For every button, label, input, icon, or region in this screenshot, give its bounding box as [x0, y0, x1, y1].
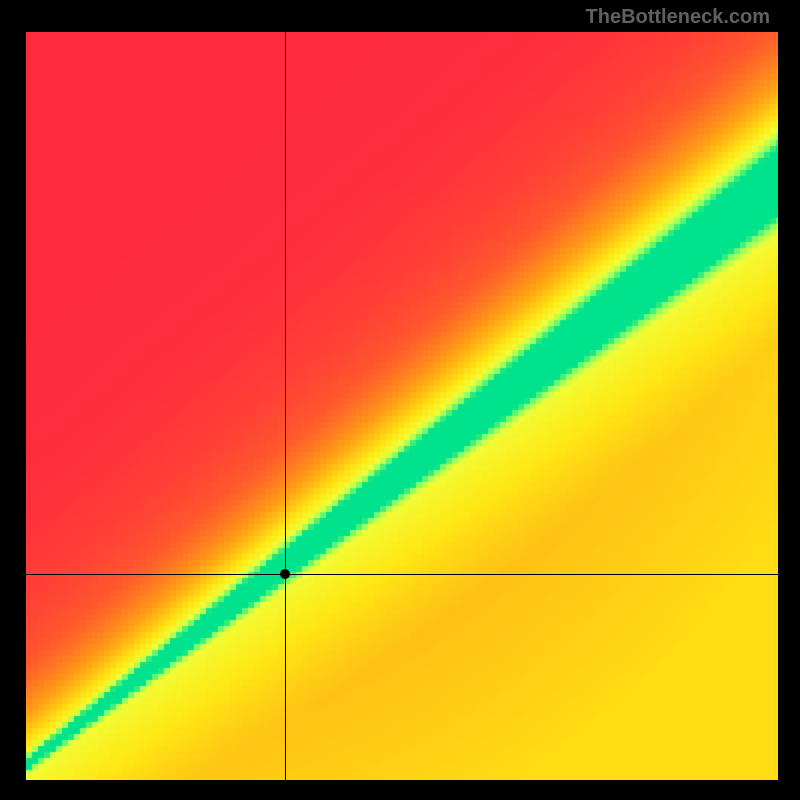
crosshair-vertical	[285, 32, 286, 780]
crosshair-horizontal	[26, 574, 778, 575]
crosshair-marker	[280, 569, 290, 579]
watermark-text: TheBottleneck.com	[586, 6, 770, 29]
heatmap-canvas	[26, 32, 778, 780]
